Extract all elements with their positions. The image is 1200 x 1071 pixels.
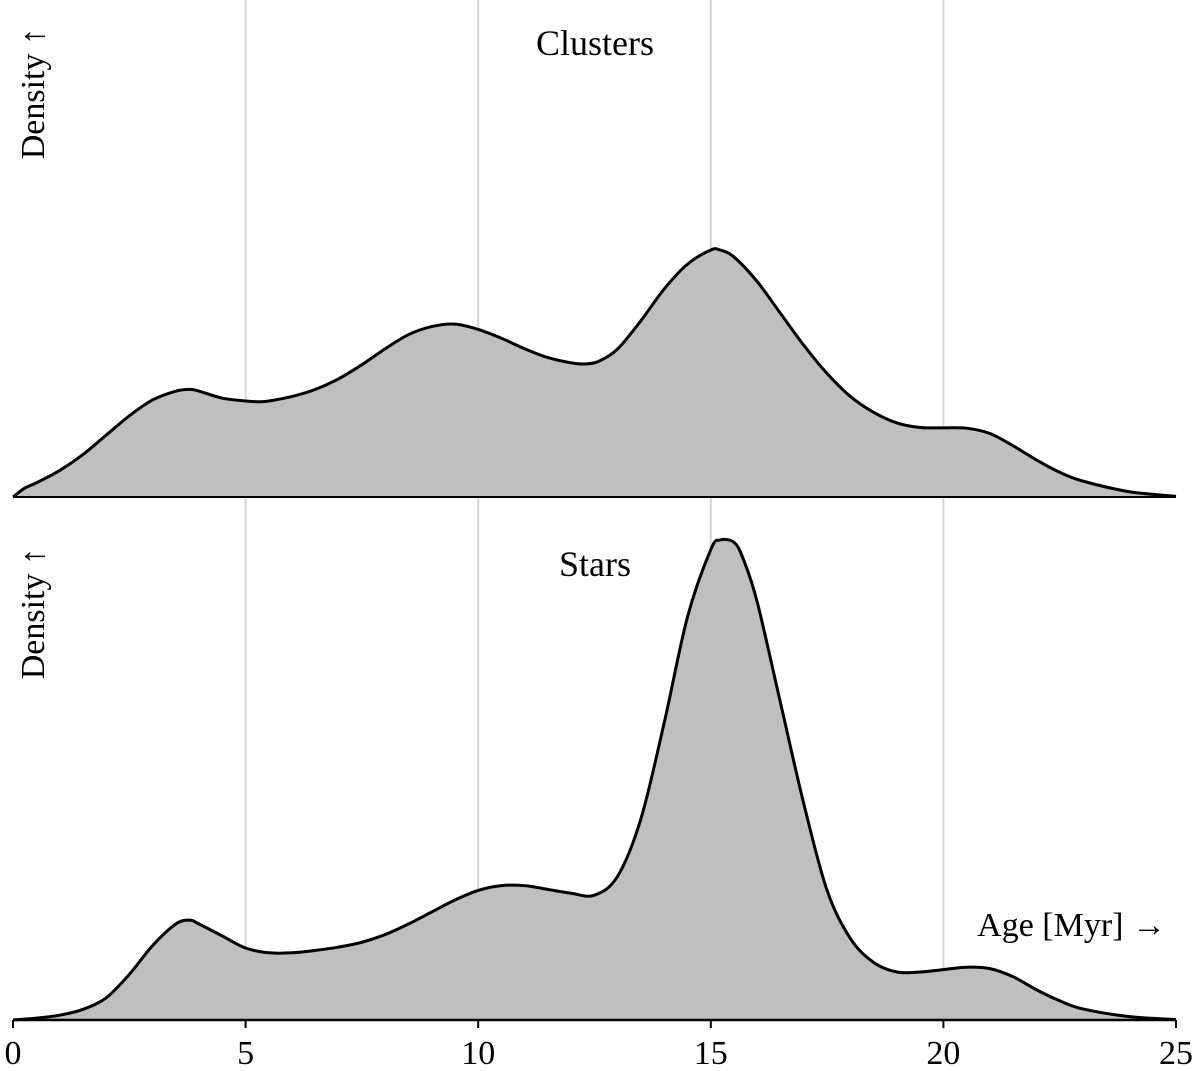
clusters-panel: Clusters Density ↑ — [12, 23, 1177, 499]
x-axis-label: Age [Myr] → — [977, 907, 1166, 944]
x-tick-label: 0 — [5, 1035, 22, 1071]
clusters-density-area — [13, 248, 1176, 497]
clusters-density-curve — [12, 247, 1177, 499]
x-tick-label: 15 — [694, 1035, 728, 1071]
stars-panel-title: Stars — [559, 544, 631, 584]
stars-density-curve — [12, 537, 1177, 1022]
vertical-grid-lines — [244, 0, 945, 1020]
stars-y-axis-label: Density ↑ — [15, 548, 52, 679]
x-tick-label: 20 — [926, 1035, 960, 1071]
x-tick-label: 10 — [461, 1035, 495, 1071]
x-tick-label: 5 — [237, 1035, 254, 1071]
clusters-panel-title: Clusters — [536, 23, 654, 63]
clusters-y-axis-label: Density ↑ — [15, 28, 52, 159]
x-axis-ticks: 0 5 10 15 20 25 — [5, 1020, 1193, 1071]
x-tick-label: 25 — [1159, 1035, 1193, 1071]
stars-panel: Stars Density ↑ Age [Myr] → — [12, 537, 1177, 1022]
stars-density-area — [13, 539, 1176, 1020]
